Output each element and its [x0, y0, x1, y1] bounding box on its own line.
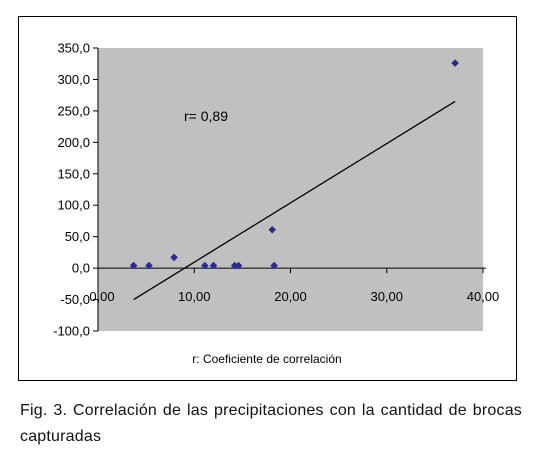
data-point [268, 225, 277, 234]
y-tick-label: -100,0 [53, 324, 90, 339]
data-point [451, 59, 459, 67]
y-tick-label: 300,0 [57, 72, 90, 87]
chart-frame: 350,0 300,0 250,0 200,0 150,0 100,0 50,0 0,0 -50… [18, 16, 517, 381]
y-tick-label: 0,0 [72, 261, 90, 276]
trendline [133, 100, 456, 301]
y-tick-label: 200,0 [57, 135, 90, 150]
x-axis: 0,00 10,00 20,00 30,00 40,00 [89, 267, 500, 304]
y-tick-label: 250,0 [57, 103, 90, 118]
x-tick-label: 20,00 [274, 289, 307, 304]
x-axis-title: r: Coeficiente de correlación [192, 352, 341, 366]
data-point [230, 261, 239, 270]
x-tick-label: 40,00 [467, 289, 500, 304]
y-tick-label: 150,0 [57, 166, 90, 181]
data-point [209, 261, 218, 270]
correlation-annotation: r= 0,89 [184, 108, 228, 124]
y-tick-label: 100,0 [57, 198, 90, 213]
data-point [234, 261, 243, 270]
data-point [170, 253, 178, 262]
data-point [201, 261, 209, 270]
y-tick-label: 50,0 [65, 229, 90, 244]
figure-caption: Fig. 3. Correlación de las precipitacion… [20, 402, 522, 445]
scatter-chart: 350,0 300,0 250,0 200,0 150,0 100,0 50,0 0,0 -50… [53, 41, 500, 367]
x-tick-label: 30,00 [370, 289, 403, 304]
y-tick-label: 350,0 [57, 41, 90, 56]
plot-area [98, 48, 483, 331]
data-point [145, 261, 153, 270]
y-tick-label: -50,0 [60, 292, 90, 307]
y-axis: 350,0 300,0 250,0 200,0 150,0 100,0 50,0 0,0 -50… [53, 41, 99, 339]
x-tick-label: 0,00 [89, 289, 114, 304]
data-point [270, 261, 278, 270]
data-points [129, 59, 459, 270]
x-tick-label: 10,00 [178, 289, 211, 304]
